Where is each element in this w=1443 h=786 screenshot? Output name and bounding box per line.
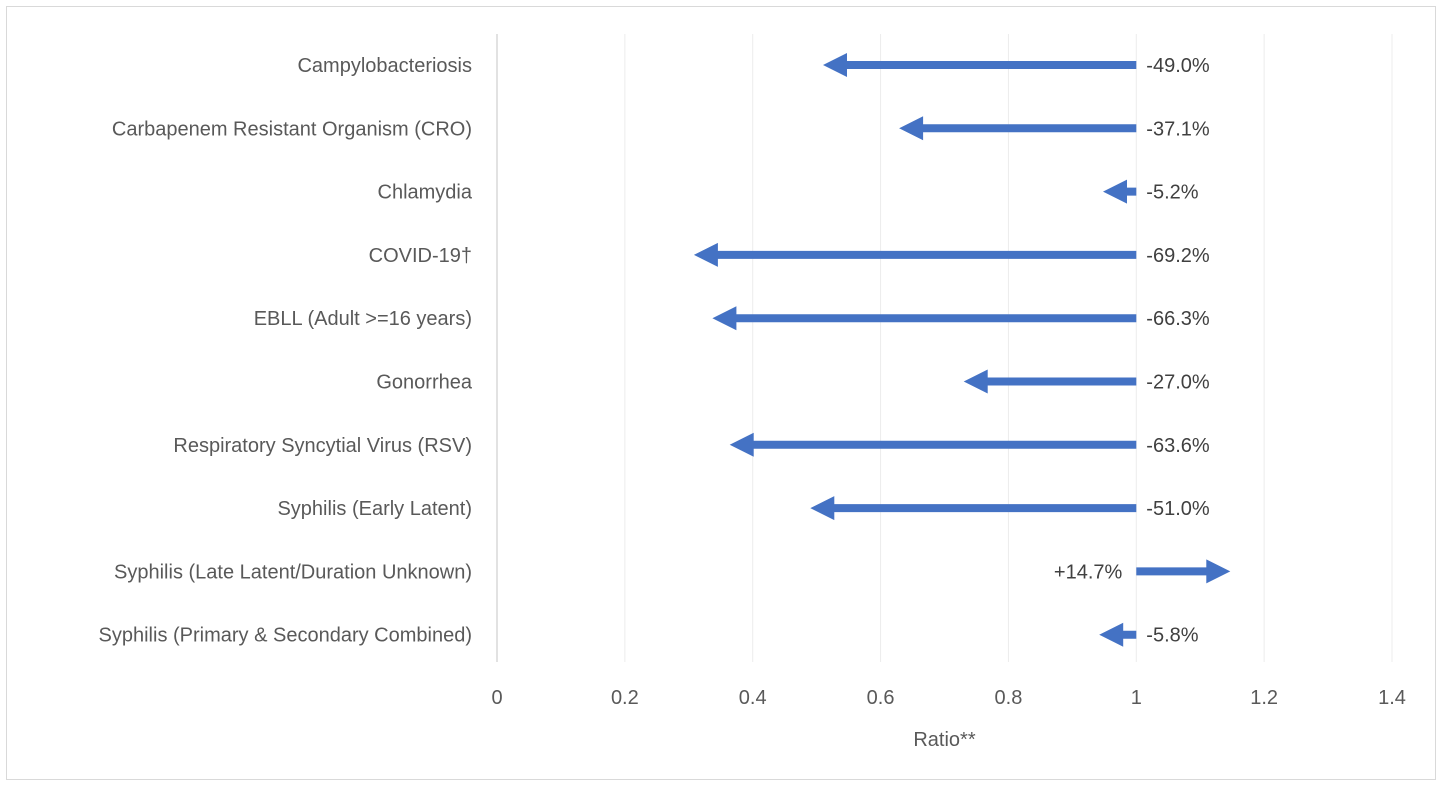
x-tick-label: 0.8: [995, 687, 1023, 709]
ratio-arrow: [1099, 622, 1137, 647]
ratio-arrow: [729, 432, 1137, 457]
category-label: EBLL (Adult >=16 years): [254, 308, 472, 330]
gridlines: [496, 34, 1393, 662]
x-tick-label: 1: [1131, 687, 1142, 709]
x-axis-title: Ratio**: [913, 729, 975, 751]
ratio-arrow: [810, 496, 1137, 521]
category-label: COVID-19†: [369, 245, 472, 267]
ratio-arrow: [899, 116, 1137, 141]
ratio-arrow: [693, 242, 1137, 267]
category-label: Respiratory Syncytial Virus (RSV): [173, 435, 472, 457]
ratio-arrow: [1136, 559, 1231, 584]
x-tick-label: 1.4: [1378, 687, 1406, 709]
chart-frame: [6, 6, 1436, 780]
category-label: Syphilis (Early Latent): [277, 498, 472, 520]
x-axis: 0 0.2 0.4 0.6 0.8 1 1.2 1.4: [491, 687, 1405, 709]
category-label: Carbapenem Resistant Organism (CRO): [112, 118, 472, 140]
category-labels: Campylobacteriosis Carbapenem Resistant O…: [99, 55, 473, 647]
ratio-arrow: [712, 306, 1137, 331]
category-label: Campylobacteriosis: [297, 55, 472, 77]
data-label: -63.6%: [1146, 435, 1210, 457]
data-label: -5.8%: [1146, 625, 1198, 647]
ratio-arrow: [963, 369, 1137, 394]
data-label: -27.0%: [1146, 372, 1210, 394]
data-labels: -49.0% -37.1% -5.2% -69.2% -66.3% -27.0% -63.6…: [1054, 55, 1210, 647]
data-label: -49.0%: [1146, 55, 1210, 77]
data-label: -5.2%: [1146, 182, 1198, 204]
category-label: Chlamydia: [378, 182, 473, 204]
category-label: Gonorrhea: [376, 372, 472, 394]
x-tick-label: 0.4: [739, 687, 767, 709]
data-label: +14.7%: [1054, 561, 1123, 583]
data-label: -69.2%: [1146, 245, 1210, 267]
x-tick-label: 0.6: [867, 687, 895, 709]
data-label: -37.1%: [1146, 118, 1210, 140]
arrows: [693, 53, 1231, 647]
category-label: Syphilis (Primary & Secondary Combined): [99, 625, 472, 647]
data-label: -51.0%: [1146, 498, 1210, 520]
x-tick-label: 1.2: [1250, 687, 1278, 709]
x-tick-label: 0.2: [611, 687, 639, 709]
category-label: Syphilis (Late Latent/Duration Unknown): [114, 561, 472, 583]
ratio-arrow: [823, 53, 1137, 77]
data-label: -66.3%: [1146, 308, 1210, 330]
ratio-arrow: [1103, 179, 1137, 204]
x-tick-label: 0: [491, 687, 502, 709]
